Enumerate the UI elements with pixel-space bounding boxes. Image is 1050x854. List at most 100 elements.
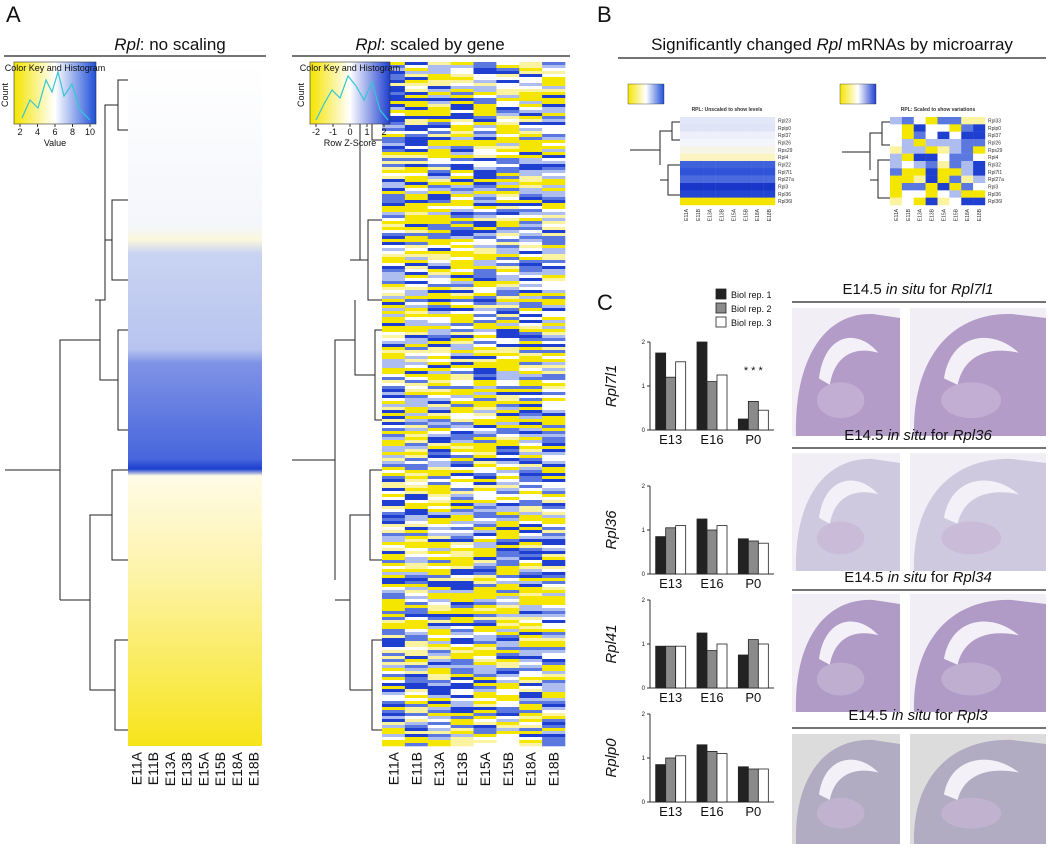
- heatmap-cell: [542, 356, 566, 360]
- heatmap-cell: [496, 416, 520, 420]
- heatmap-cell: [427, 560, 451, 564]
- heatmap-cell: [427, 170, 451, 174]
- heatmap-cell: [473, 536, 497, 540]
- heatmap-cell: [404, 77, 429, 81]
- heatmap-cell: [382, 110, 406, 114]
- heatmap-cell: [542, 533, 566, 537]
- heatmap-cell: [542, 431, 566, 435]
- heatmap-cell: [519, 461, 543, 465]
- heatmap-cell: [382, 554, 406, 558]
- heatmap-cell: [404, 587, 429, 591]
- heatmap-cell: [519, 692, 543, 696]
- heatmap-cell: [450, 455, 474, 459]
- heatmap-cell: [519, 254, 543, 258]
- heatmap-cell: [519, 518, 543, 522]
- heatmap-cell: [519, 719, 543, 723]
- row-label: Rpl32: [988, 163, 1001, 169]
- heatmap-cell: [404, 170, 429, 174]
- bar: [665, 376, 677, 431]
- heatmap-cell: [751, 117, 764, 125]
- heatmap-cell: [691, 153, 704, 162]
- key-gradient: [309, 61, 391, 125]
- title-part: E14.5: [843, 281, 886, 298]
- heatmap-cell: [450, 587, 474, 591]
- heatmap-cell: [542, 518, 566, 522]
- heatmap-cell: [473, 275, 497, 279]
- heatmap-cell: [404, 428, 429, 432]
- heatmap-cell: [382, 248, 406, 252]
- heatmap-cell: [427, 68, 451, 72]
- heatmap-cell: [450, 464, 474, 468]
- heatmap-cell: [473, 362, 497, 366]
- heatmap-cell: [519, 101, 543, 105]
- heatmap-cell: [542, 515, 566, 519]
- heatmap-cell: [450, 617, 474, 621]
- heatmap-cell: [404, 593, 429, 597]
- heatmap-cell: [450, 275, 474, 279]
- heatmap-cell: [450, 494, 474, 498]
- heatmap-cell: [427, 620, 451, 624]
- heatmap-cell: [542, 422, 566, 426]
- heatmap-cell: [949, 168, 962, 176]
- heatmap-cell: [473, 512, 497, 516]
- heatmap-cell: [427, 197, 451, 201]
- heatmap-cell: [382, 371, 406, 375]
- heatmap-cell: [427, 218, 451, 222]
- heatmap-cell: [473, 230, 497, 234]
- heatmap-cell: [382, 533, 406, 537]
- heatmap-cell: [715, 153, 728, 162]
- heatmap-cell: [496, 221, 520, 225]
- column-label: E13B: [720, 208, 726, 221]
- x-tick-label: P0: [745, 690, 761, 705]
- x-tick-label: E16: [700, 576, 723, 591]
- heatmap-cell: [542, 503, 566, 507]
- heatmap-cell: [542, 74, 566, 78]
- heatmap-cell: [519, 557, 543, 561]
- heatmap-cell: [382, 152, 406, 156]
- heatmap-cell: [542, 584, 566, 588]
- heatmap-cell: [542, 428, 566, 432]
- heatmap-cell: [404, 704, 429, 708]
- heatmap-cell: [542, 224, 566, 228]
- heatmap-cell: [382, 326, 406, 330]
- heatmap-cell: [519, 302, 543, 306]
- heatmap-cell: [382, 659, 406, 663]
- heatmap-cell: [473, 158, 497, 162]
- heatmap-cell: [542, 572, 566, 576]
- heatmap-cell: [450, 293, 474, 297]
- heatmap-cell: [404, 140, 429, 144]
- heatmap-cell: [382, 281, 406, 285]
- heatmap-cell: [473, 665, 497, 669]
- heatmap-cell: [404, 341, 429, 345]
- heatmap-cell: [949, 153, 962, 162]
- heatmap-cell: [404, 485, 429, 489]
- heatmap-cell: [542, 689, 566, 693]
- heatmap-cell: [382, 491, 406, 495]
- heatmap-cell: [382, 308, 406, 312]
- heatmap-cell: [542, 419, 566, 423]
- heatmap-cell: [519, 365, 543, 369]
- heatmap-cell: [382, 551, 406, 555]
- heatmap-cell: [427, 122, 451, 126]
- heatmap-cell: [404, 425, 429, 429]
- heatmap-cell: [519, 710, 543, 714]
- heatmap-cell: [473, 662, 497, 666]
- heatmap-cell: [715, 197, 728, 206]
- heatmap-cell: [496, 143, 520, 147]
- heatmap-cell: [450, 482, 474, 486]
- heatmap-cell: [473, 503, 497, 507]
- heatmap-cell: [382, 518, 406, 522]
- heatmap-cell: [450, 227, 474, 231]
- heatmap-cell: [519, 224, 543, 228]
- heatmap-cell: [382, 167, 406, 171]
- heatmap-cell: [519, 353, 543, 357]
- heatmap-cell: [427, 260, 451, 264]
- heatmap-cell: [404, 665, 429, 669]
- heatmap-cell: [382, 260, 406, 264]
- heatmap-cell: [519, 500, 543, 504]
- heatmap-cell: [680, 197, 693, 206]
- heatmap-cell: [496, 380, 520, 384]
- row-label: Rpl3: [988, 185, 999, 191]
- heatmap-cell: [680, 168, 693, 176]
- heatmap-cell: [382, 428, 406, 432]
